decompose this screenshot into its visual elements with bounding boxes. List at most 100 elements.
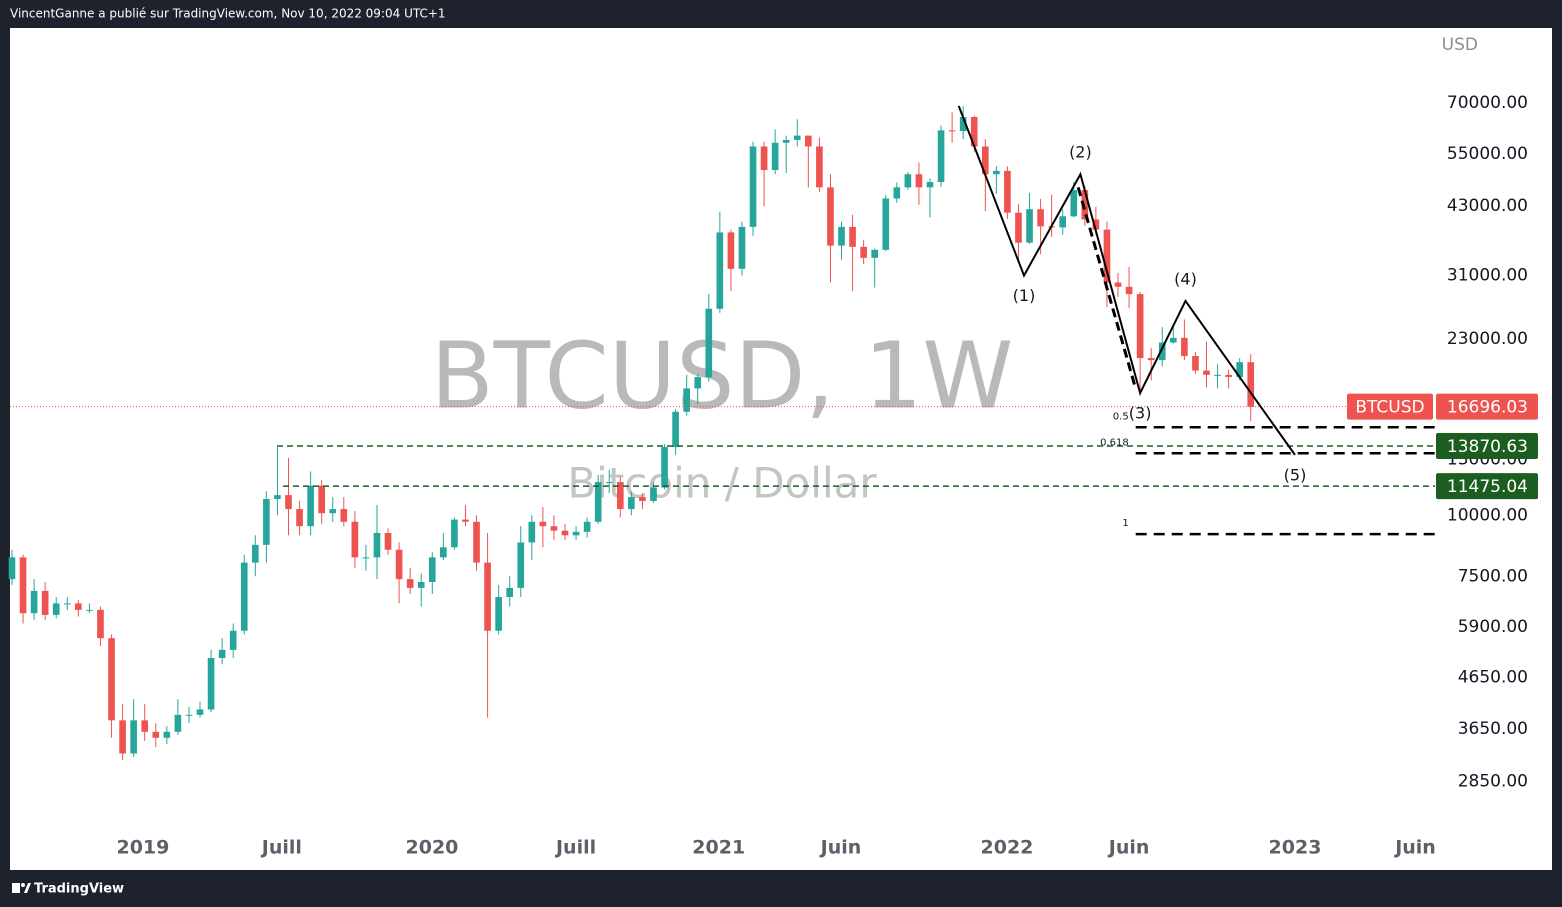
y-tick-label: 10000.00 (1447, 505, 1528, 525)
y-tick-label: 23000.00 (1447, 329, 1528, 349)
y-tick-label: 70000.00 (1447, 93, 1528, 113)
candle-body (451, 519, 458, 548)
candle-body (937, 130, 945, 183)
candle-body (417, 581, 425, 588)
y-tick-label: 55000.00 (1447, 144, 1528, 164)
candle-body (373, 532, 381, 558)
candle-body (860, 246, 867, 258)
candle-body (1225, 374, 1232, 378)
x-tick-label: 2023 (1269, 837, 1322, 859)
candle-body (174, 714, 182, 732)
x-tick-label: Juill (554, 837, 596, 859)
candle-body (1015, 212, 1022, 243)
candle-body (1203, 370, 1210, 375)
wave-label: (2) (1069, 143, 1092, 162)
candle-body (19, 557, 27, 614)
candle-body (274, 495, 281, 499)
candle-body (716, 232, 724, 309)
candle-body (473, 521, 480, 563)
candle-body (229, 630, 237, 650)
candle-body (561, 530, 569, 536)
level-label: 11475.04 (1447, 477, 1528, 497)
fib-label: 0.618 (1100, 437, 1129, 448)
watermark-subtitle: Bitcoin / Dollar (567, 459, 877, 508)
wave-dashed (1076, 186, 1137, 386)
candle-body (1214, 374, 1221, 376)
candle-body (827, 187, 834, 246)
candle-body (30, 590, 38, 614)
candle-body (749, 146, 757, 227)
level-label: 13870.63 (1447, 437, 1528, 457)
candle-body (362, 557, 370, 559)
candle-body (351, 521, 359, 558)
candle-body (628, 497, 635, 510)
candle-body (462, 519, 469, 522)
candle-body (395, 549, 403, 580)
currency: USD (1442, 35, 1478, 55)
x-tick-label: 2022 (981, 837, 1034, 859)
candle-body (1037, 209, 1044, 227)
x-tick-label: 2019 (116, 837, 169, 859)
candle-body (1114, 282, 1122, 287)
candle-body (616, 482, 624, 510)
level-box (1436, 432, 1538, 459)
x-tick-label: 2020 (406, 837, 459, 859)
candle-body (1181, 337, 1188, 357)
candle-body (1092, 219, 1100, 230)
fib-label: 1 (1122, 518, 1128, 529)
last-price-label: 16696.03 (1447, 398, 1528, 418)
candle-body (406, 579, 414, 588)
candle-body (1125, 286, 1133, 295)
y-tick-label: 5900.00 (1458, 617, 1528, 637)
y-tick-label: 4650.00 (1458, 668, 1528, 688)
last-price-box (1436, 393, 1538, 420)
candle-body (1136, 294, 1144, 359)
candle-body (1147, 358, 1155, 361)
candle-body (805, 135, 812, 147)
wave-line (957, 105, 1296, 456)
candle-body (63, 603, 71, 605)
candle-body (119, 720, 126, 754)
candle-body (506, 587, 514, 598)
candle-body (1192, 356, 1199, 371)
symbol-box (1347, 393, 1433, 420)
candle-body (959, 117, 967, 132)
candle-body (639, 497, 646, 501)
candle-body (75, 603, 82, 610)
x-tick-label: Juin (819, 837, 862, 859)
candle-body (428, 557, 436, 582)
candle-body (307, 485, 314, 527)
candle-body (251, 544, 259, 563)
symbol-label: BTCUSD (1355, 398, 1424, 418)
candle-body (207, 657, 215, 710)
candle-body (948, 130, 956, 132)
candle-body (771, 142, 779, 171)
candle-body (981, 146, 989, 175)
candle-body (683, 388, 690, 412)
candle-body (605, 482, 613, 484)
level-box (1436, 473, 1538, 500)
footer-brand: TradingView (34, 882, 124, 897)
candle-body (296, 509, 303, 527)
candle-body (484, 562, 491, 631)
candle-body (594, 482, 602, 522)
candle-body (340, 509, 348, 522)
candle-body (163, 731, 171, 738)
candle-body (41, 590, 49, 615)
candle-body (926, 182, 934, 188)
candle-body (738, 226, 746, 269)
candle-body (970, 117, 978, 147)
candle-body (440, 547, 447, 558)
candle-body (263, 498, 270, 545)
candle-body (871, 249, 879, 258)
candle-body (97, 609, 104, 639)
candle-body (1158, 342, 1166, 361)
y-tick-label: 7500.00 (1458, 566, 1528, 586)
y-tick-label: 2850.00 (1458, 771, 1528, 791)
y-tick-label: 31000.00 (1447, 266, 1528, 286)
candle-body (650, 487, 657, 501)
watermark-title: BTCUSD, 1W (431, 322, 1014, 429)
candle-body (318, 485, 325, 514)
candle-body (108, 638, 115, 721)
